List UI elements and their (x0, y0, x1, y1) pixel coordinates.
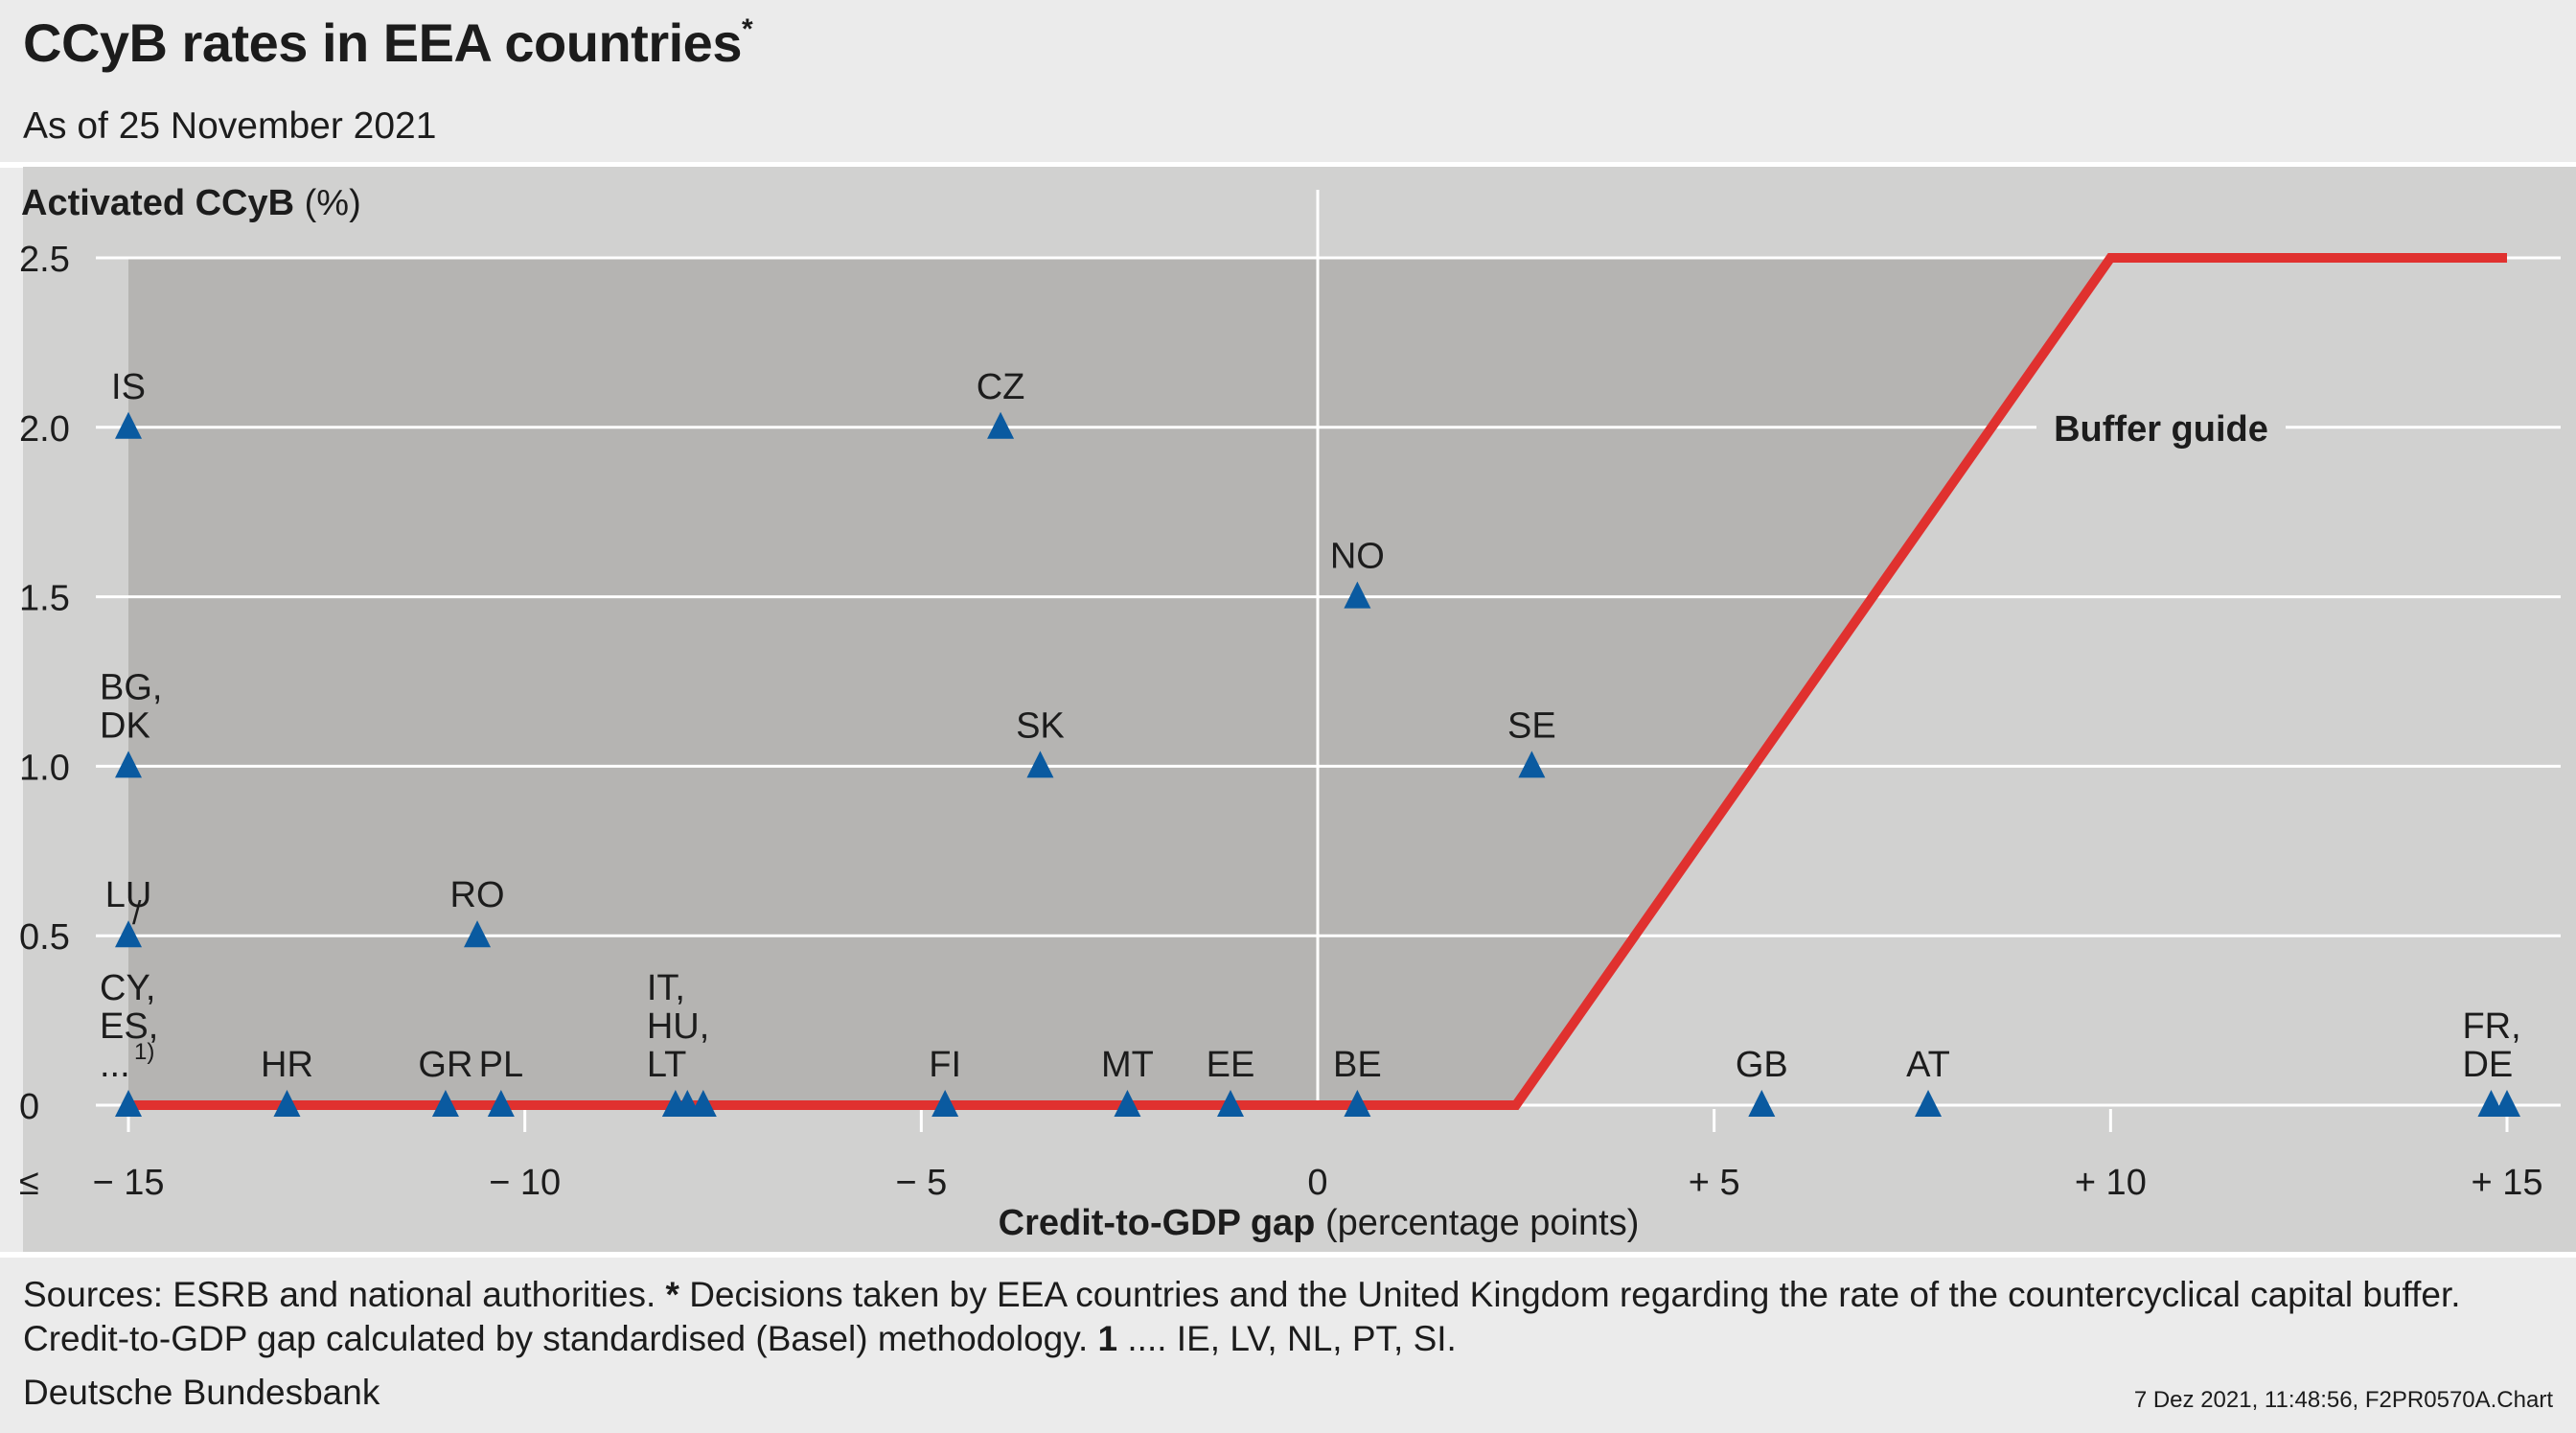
data-point-superscript: 1) (134, 1039, 154, 1065)
x-tick-label: − 10 (489, 1163, 561, 1203)
top-divider (0, 162, 2576, 168)
data-point-label: HR (261, 1045, 313, 1085)
data-point-slash: / (132, 895, 142, 932)
data-point-marker (464, 920, 492, 948)
data-point-label: IS (111, 367, 146, 407)
data-point-label: FI (929, 1045, 961, 1085)
data-point-marker (2494, 1090, 2520, 1117)
y-axis-label: Activated CCyB (%) (21, 183, 361, 223)
y-tick-label: 2.5 (19, 240, 70, 280)
x-tick-label: − 15 (92, 1163, 164, 1203)
data-point-label: SK (1016, 705, 1065, 746)
buffer-guide-line (128, 253, 2507, 1110)
y-tick-label: 0 (19, 1087, 39, 1127)
sources-text: Sources: ESRB and national authorities. (23, 1275, 656, 1314)
x-axis-label-bold: Credit-to-GDP gap (999, 1203, 1325, 1243)
data-point-label: HU, (647, 1006, 709, 1047)
chart-title-text: CCyB rates in EEA countries (23, 12, 742, 73)
data-point-marker (1114, 1090, 1141, 1117)
data-point-label: PL (479, 1045, 523, 1085)
y-axis-label-unit: (%) (305, 183, 361, 223)
timestamp: 7 Dez 2021, 11:48:56, F2PR0570A.Chart (2133, 1387, 2553, 1413)
data-point-label: MT (1101, 1045, 1154, 1085)
y-tick-label: 2.0 (19, 409, 70, 450)
note1-text: .... IE, LV, NL, PT, SI. (1127, 1319, 1457, 1358)
title-footnote-marker: * (741, 13, 753, 46)
data-point-marker (932, 1090, 959, 1117)
y-tick-label: 1.5 (19, 579, 70, 619)
chart-title: CCyB rates in EEA countries* (23, 12, 753, 74)
data-point-marker (273, 1090, 301, 1117)
data-point-label: RO (450, 875, 505, 915)
data-point-marker (487, 1090, 515, 1117)
data-point-label: LU (105, 875, 152, 915)
footnote-line-1: Sources: ESRB and national authorities. … (23, 1273, 2461, 1317)
y-tick-label: 0.5 (19, 917, 70, 958)
data-point-marker (1216, 1090, 1244, 1117)
data-point-marker (987, 411, 1015, 439)
x-tick-label: 0 (1307, 1163, 1327, 1203)
data-point-label: DK (100, 705, 150, 746)
data-point-marker (115, 920, 142, 948)
x-tick-label: + 5 (1689, 1163, 1740, 1203)
data-point-label: EE (1207, 1045, 1255, 1085)
data-point-label: AT (1906, 1045, 1950, 1085)
data-point-marker (431, 1090, 459, 1117)
chart-area: 0 0.5 1.0 1.5 2.0 2.5 − 15 − 10 − 5 0 + 5 + 10 + 15 ≤… (19, 167, 2576, 1252)
chart-subtitle: As of 25 November 2021 (23, 105, 437, 147)
data-point-label: ES, (100, 1006, 158, 1047)
data-point-label: LT (647, 1045, 687, 1085)
footnote: Sources: ESRB and national authorities. … (23, 1273, 2461, 1361)
data-point-marker (689, 1090, 717, 1117)
data-point-marker (1344, 581, 1371, 609)
data-point-label: BE (1333, 1045, 1382, 1085)
data-point-label: ... (100, 1045, 130, 1085)
note-marker: * (665, 1275, 679, 1314)
data-point-label: SE (1507, 705, 1556, 746)
data-point-marker (1915, 1090, 1943, 1117)
footnote-line-2: Credit-to-GDP gap calculated by standard… (23, 1317, 2461, 1361)
bottom-divider (0, 1252, 2576, 1258)
source-label: Deutsche Bundesbank (23, 1373, 380, 1412)
data-point-marker (1344, 1090, 1371, 1117)
x-tick-label: + 10 (2075, 1163, 2147, 1203)
data-point-marker (1518, 751, 1546, 778)
data-point-label: NO (1330, 537, 1385, 577)
data-point-marker (1026, 751, 1054, 778)
data-point-marker (115, 751, 142, 778)
buffer-guide-label: Buffer guide (2054, 409, 2268, 450)
data-point-marker (115, 1090, 142, 1117)
note-text: Decisions taken by EEA countries and the… (689, 1275, 2461, 1314)
data-point-label: GR (418, 1045, 472, 1085)
x-axis-label: Credit-to-GDP gap (percentage points) (999, 1203, 1640, 1243)
y-axis-label-bold: Activated CCyB (21, 183, 305, 223)
data-point-label: CZ (977, 367, 1025, 407)
y-tick-label: 1.0 (19, 748, 70, 788)
x-axis-label-unit: (percentage points) (1325, 1203, 1639, 1243)
data-point-label: CY, (100, 968, 155, 1008)
data-point-marker (1748, 1090, 1776, 1117)
shaded-region (128, 258, 2111, 1105)
methodology-text: Credit-to-GDP gap calculated by standard… (23, 1319, 1089, 1358)
x-tick-label: + 15 (2471, 1163, 2542, 1203)
data-point-label: GB (1736, 1045, 1788, 1085)
x-tick-label: − 5 (895, 1163, 947, 1203)
x-lower-bound-marker: ≤ (19, 1163, 39, 1203)
data-point-label: IT, (647, 968, 685, 1008)
note1-marker: 1 (1097, 1319, 1118, 1358)
data-point-label: DE (2462, 1045, 2513, 1085)
data-point-label: FR, (2462, 1006, 2520, 1047)
data-point-label: BG, (100, 667, 162, 707)
buffer-guide-label-bg (2036, 402, 2286, 452)
data-point-marker (115, 411, 142, 439)
